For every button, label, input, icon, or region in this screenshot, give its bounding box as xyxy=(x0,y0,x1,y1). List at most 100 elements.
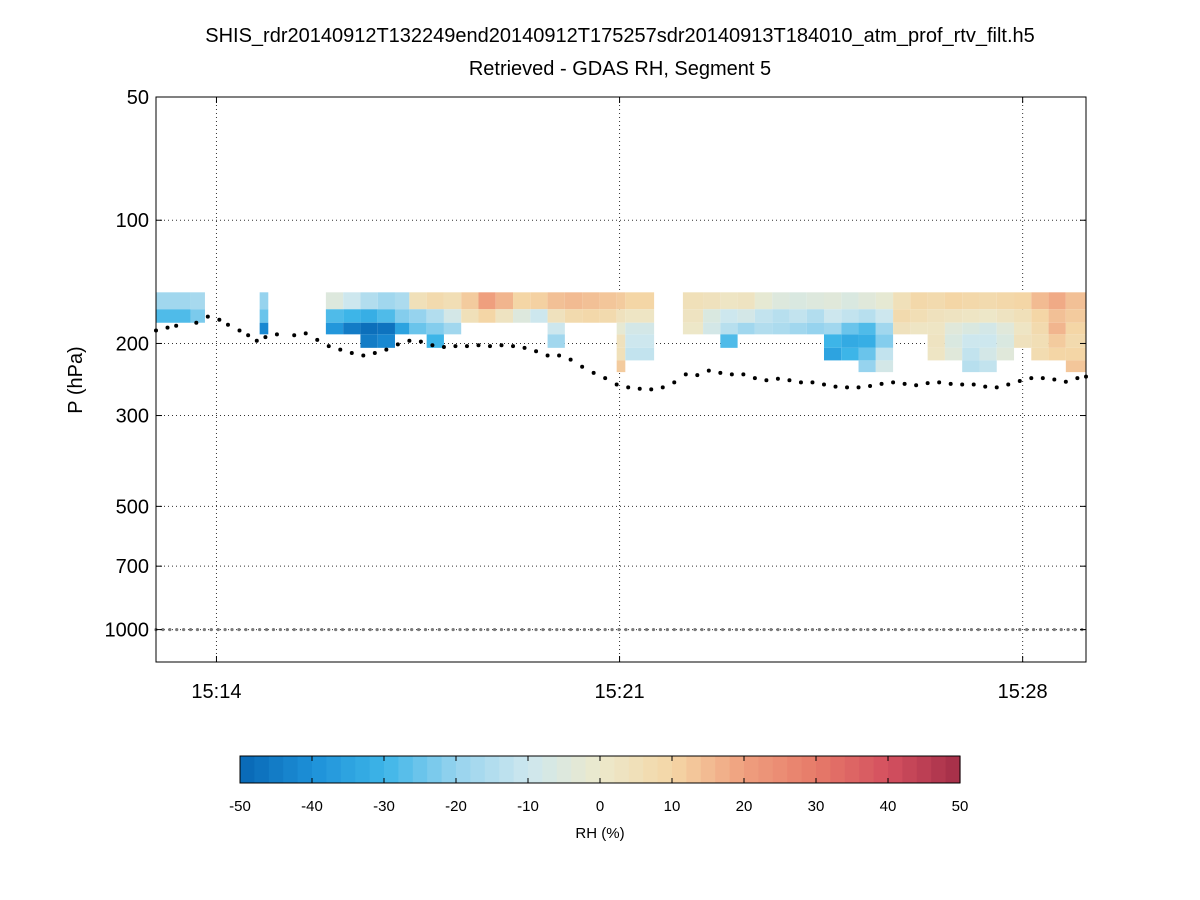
tropopause-point xyxy=(914,383,919,388)
tropopause-point xyxy=(254,338,259,343)
heatmap-cell xyxy=(682,322,704,335)
heatmap-cell xyxy=(841,322,859,335)
tropopause-point xyxy=(729,372,734,377)
colorbar-segment xyxy=(369,756,385,783)
surface-marker xyxy=(541,627,545,632)
tropopause-point xyxy=(626,385,631,390)
colorbar-segment xyxy=(254,756,270,783)
surface-marker xyxy=(458,627,462,632)
tropopause-point xyxy=(983,384,988,389)
surface-marker xyxy=(1066,627,1070,632)
heatmap-cell xyxy=(1014,334,1032,348)
heatmap-cell xyxy=(927,334,945,348)
surface-marker xyxy=(230,627,234,632)
heatmap-cell xyxy=(737,322,755,335)
colorbar-segment xyxy=(412,756,428,783)
surface-marker xyxy=(271,627,276,632)
surface-marker xyxy=(188,627,193,632)
heatmap-cell xyxy=(772,292,790,310)
surface-marker xyxy=(983,627,987,632)
tropopause-point xyxy=(660,385,665,390)
surface-marker xyxy=(375,627,379,632)
tropopause-point xyxy=(1029,376,1034,381)
surface-marker xyxy=(803,627,808,632)
colorbar-segment xyxy=(571,756,587,783)
colorbar-segment xyxy=(859,756,875,783)
surface-marker xyxy=(914,627,918,632)
tropopause-point xyxy=(407,338,412,343)
plot-frame xyxy=(155,96,1087,663)
tropopause-point xyxy=(706,368,711,373)
surface-marker xyxy=(486,627,490,632)
heatmap-cell xyxy=(547,334,565,348)
tropopause-point xyxy=(464,344,469,349)
colorbar-segment xyxy=(772,756,788,783)
colorbar-segment xyxy=(297,756,313,783)
tropopause-point xyxy=(591,370,596,375)
heatmap-cell xyxy=(616,292,626,310)
colorbar-tick-label: -10 xyxy=(517,798,539,815)
surface-marker xyxy=(707,627,711,632)
tropopause-point xyxy=(902,381,907,386)
colorbar-segment xyxy=(801,756,817,783)
heatmap-cell xyxy=(910,322,928,335)
tropopause-point xyxy=(856,385,861,390)
heatmap-cell xyxy=(789,309,807,323)
heatmap-cell xyxy=(772,309,790,323)
heatmap-cell xyxy=(979,360,997,373)
colorbar-segment xyxy=(441,756,457,783)
surface-marker xyxy=(244,627,248,632)
heatmap-cell xyxy=(823,334,842,348)
surface-marker xyxy=(672,627,676,632)
tropopause-point xyxy=(603,376,608,381)
tropopause-point xyxy=(821,382,826,387)
heatmap-cell xyxy=(910,309,928,323)
heatmap-cell xyxy=(599,292,617,310)
surface-marker xyxy=(949,627,953,632)
heatmap-cell xyxy=(343,309,361,323)
tropopause-point xyxy=(752,376,757,381)
heatmap-cell xyxy=(927,309,945,323)
heatmap-cell xyxy=(259,322,269,335)
tropopause-point xyxy=(637,386,642,391)
surface-marker xyxy=(175,627,179,632)
tropopause-point xyxy=(672,380,677,385)
surface-marker xyxy=(838,627,842,632)
surface-marker xyxy=(776,627,780,632)
heatmap-cell xyxy=(1065,360,1086,373)
heatmap-cell xyxy=(944,322,963,335)
tropopause-point xyxy=(718,370,723,375)
surface-marker xyxy=(748,627,752,632)
surface-marker xyxy=(548,627,552,632)
heatmap-cell xyxy=(377,292,395,310)
tropopause-point xyxy=(349,350,354,355)
heatmap-cell xyxy=(1031,334,1049,348)
heatmap-cell xyxy=(1065,322,1086,335)
tropopause-point xyxy=(534,349,539,354)
y-tick-label: 300 xyxy=(116,406,149,428)
heatmap-cell xyxy=(190,292,205,310)
heatmap-cell xyxy=(806,322,824,335)
surface-marker xyxy=(264,627,269,632)
tropopause-markers xyxy=(154,314,1088,392)
heatmap-cell xyxy=(962,334,980,348)
surface-marker xyxy=(976,627,980,632)
heatmap-cell xyxy=(156,309,191,323)
surface-marker xyxy=(161,627,165,632)
surface-marker xyxy=(617,627,621,632)
y-tick-label: 50 xyxy=(127,87,149,109)
heatmap-cell xyxy=(754,322,773,335)
surface-marker xyxy=(562,627,566,632)
colorbar-segment xyxy=(398,756,414,783)
heatmap-cell xyxy=(443,322,462,335)
heatmap-cell xyxy=(979,347,997,361)
surface-marker xyxy=(513,627,517,632)
heatmap-cell xyxy=(823,292,842,310)
heatmap-cell xyxy=(979,322,997,335)
plot-area xyxy=(156,97,1086,662)
surface-marker xyxy=(679,627,683,632)
surface-marker xyxy=(168,627,172,632)
colorbar-tick-label: -30 xyxy=(373,798,395,815)
heatmap-cell xyxy=(772,322,790,335)
